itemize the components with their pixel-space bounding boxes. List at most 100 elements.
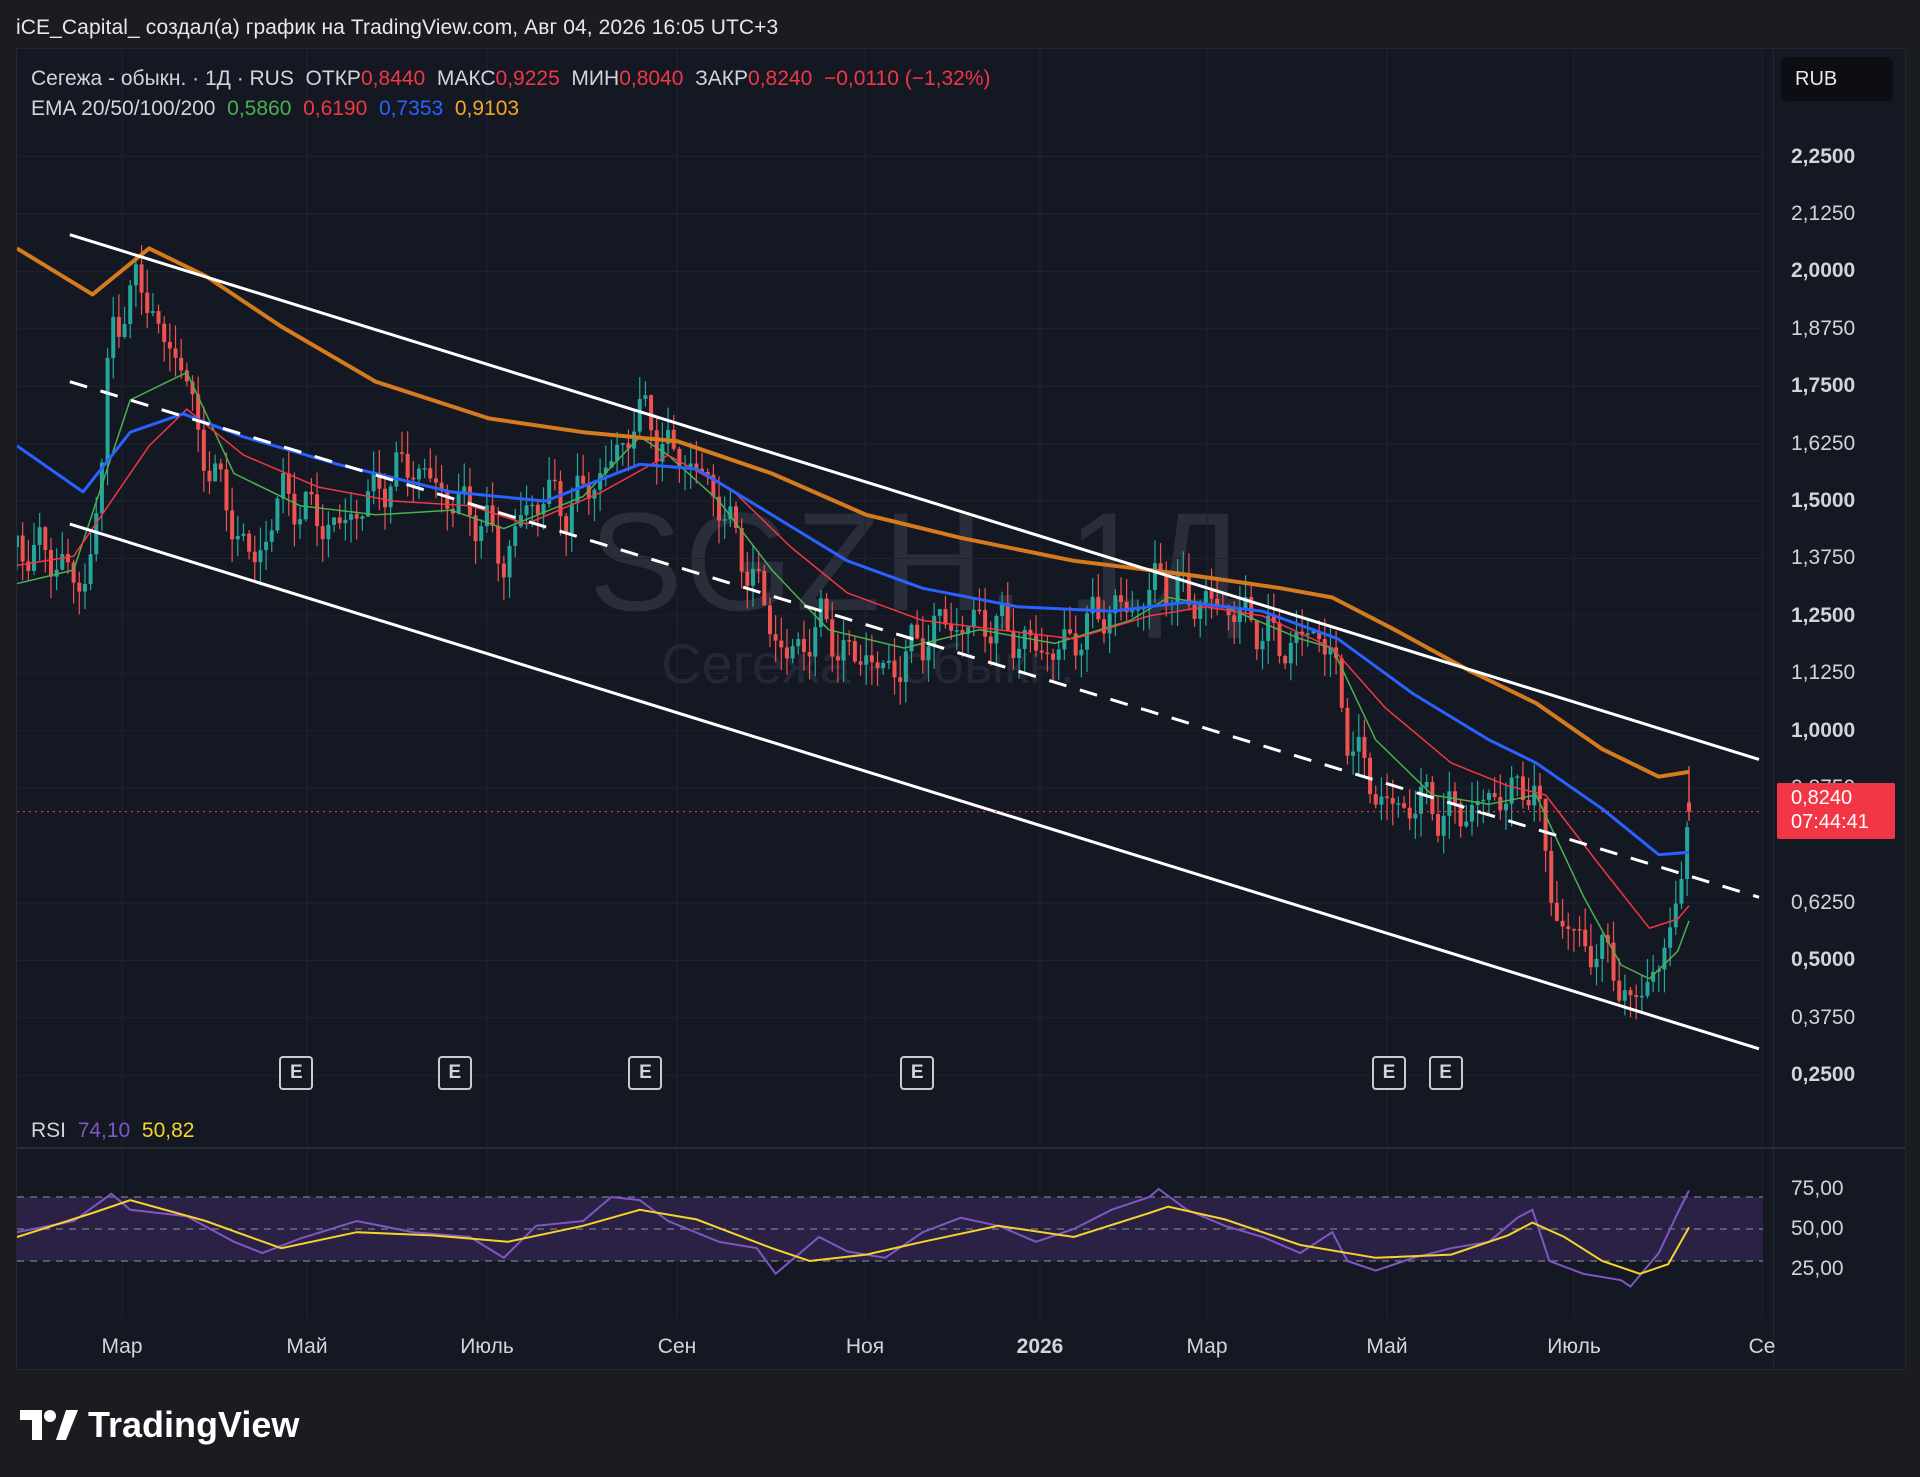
candle-body [501,563,506,578]
rsi-line [17,1187,1690,1288]
price-axis-tick: 0,2500 [1791,1063,1856,1087]
candle-body [1543,799,1548,851]
candle-body [535,504,540,515]
candle-body [1311,631,1316,634]
candle-body [1662,947,1667,970]
candle-body [1056,649,1061,660]
ema-label[interactable]: EMA 20/50/100/200 [31,97,216,120]
candle-body [1628,990,1633,996]
price-axis-tick: 1,8750 [1791,316,1856,340]
candle-body [1419,786,1424,814]
candle-body [1464,821,1469,827]
candle-body [875,662,880,668]
candle-body [184,370,189,382]
candle-body [366,491,371,517]
candle-body [1130,610,1135,613]
chart-frame[interactable]: SGZH, 1Д Сегежа - обыкн. Сегежа - обыкн.… [16,48,1906,1370]
currency-button[interactable]: RUB [1781,57,1893,101]
bar-countdown: 07:44:41 [1791,811,1869,833]
candle-body [1617,980,1622,1001]
candle-body [162,323,167,342]
candle-body [881,662,886,668]
candle-body [637,399,642,432]
candle-body [230,510,235,540]
candle-body [1260,641,1265,650]
candle-body [320,526,325,540]
candle-body [1271,615,1276,623]
candle-body [156,311,161,324]
candle-body [1452,791,1457,804]
earnings-badge[interactable]: E [279,1056,314,1090]
earnings-badge[interactable]: E [437,1056,472,1090]
candle-body [1458,803,1463,827]
candle-body [1486,793,1491,800]
candle-body [207,470,212,482]
rsi-label[interactable]: RSI [31,1119,67,1142]
candle-body [1192,604,1197,619]
candle-body [1317,631,1322,640]
price-axis-tick: 1,7500 [1791,374,1856,398]
rsi-legend[interactable]: RSI 74,10 50,82 [31,1119,194,1143]
candle-body [767,605,772,635]
candle-body [598,473,603,490]
earnings-badge[interactable]: E [628,1056,663,1090]
candle-body [643,395,648,400]
candle-body [411,477,416,480]
candle-body [830,619,835,657]
candle-body [841,640,846,661]
rsi-ma-value: 50,82 [141,1119,195,1142]
candle-body [405,453,410,478]
candle-body [377,472,382,489]
symbol-label[interactable]: Сегежа - обыкн. · 1Д · RUS [31,67,294,90]
candle-body [779,640,784,648]
candle-body [1022,629,1027,649]
candle-body [490,505,495,526]
candle-body [309,491,314,495]
candle-body [790,646,795,659]
open-value: 0,8440 [360,67,426,90]
candle-body [1345,707,1350,756]
candle-body [1390,797,1395,804]
candle-body [1407,807,1412,819]
candle-body [445,490,450,509]
price-axis-tick: 1,6250 [1791,431,1856,455]
candle-body [247,533,252,552]
tradingview-logo[interactable]: TradingView [20,1404,299,1446]
candle-body [949,624,954,631]
time-axis-tick: Мар [101,1335,143,1358]
channel-lower-line [69,522,1760,1051]
tradingview-brand: TradingView [88,1404,300,1445]
ohlc-legend[interactable]: Сегежа - обыкн. · 1Д · RUS ОТКР0,8440 МА… [31,67,991,91]
candle-body [1243,597,1248,608]
candle-body [1017,648,1022,659]
candle-body [1351,751,1356,756]
ema-legend[interactable]: EMA 20/50/100/200 0,5860 0,6190 0,7353 0… [31,97,519,121]
candle-body [966,627,971,634]
candle-body [77,582,82,592]
candle-body [213,463,218,482]
candle-body [116,316,121,337]
candle-body [1096,596,1101,620]
price-chart-canvas[interactable] [17,49,1905,1369]
candle-body [926,646,931,661]
candle-body [1322,639,1327,655]
candle-body [620,443,625,445]
candle-body [615,444,620,462]
last-price-tag: 0,8240 07:44:41 [1777,783,1895,839]
candle-body [1554,902,1559,921]
candle-body [660,443,665,462]
candle-body [937,609,942,616]
candle-body [507,545,512,578]
earnings-badge[interactable]: E [1428,1056,1463,1090]
pane-divider[interactable] [17,1147,1905,1149]
candle-body [722,519,727,521]
candle-body [1673,903,1678,928]
candle-body [1073,633,1078,656]
candle-body [1577,929,1582,931]
candle-body [762,570,767,606]
earnings-badge[interactable]: E [1371,1056,1406,1090]
earnings-badge[interactable]: E [900,1056,935,1090]
candle-body [122,323,127,337]
candle-body [784,647,789,659]
candle-body [581,475,586,484]
